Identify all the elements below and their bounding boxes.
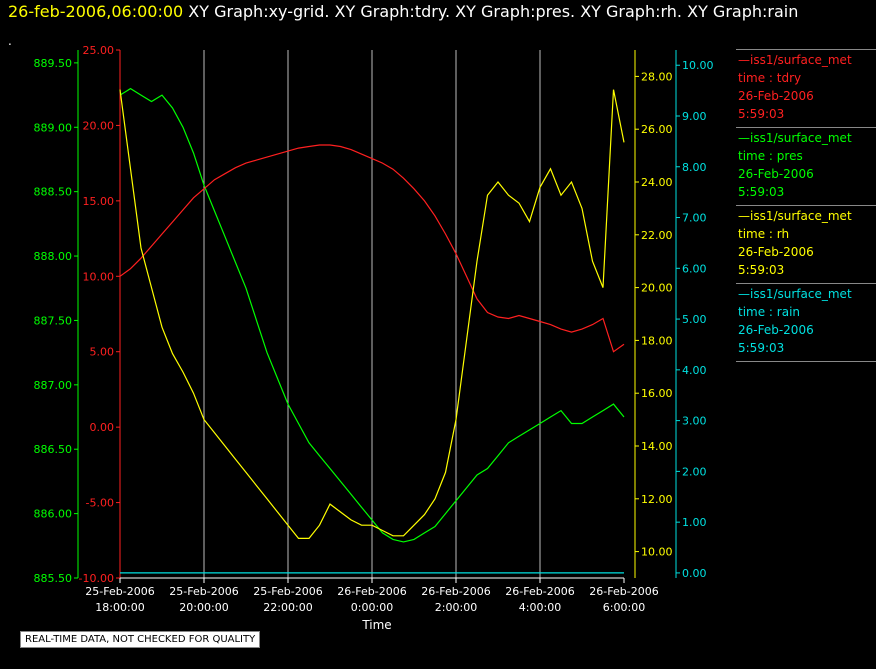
header-dot: . <box>8 34 12 48</box>
tdry-tick-label: -5.00 <box>86 497 114 510</box>
legend-time: 5:59:03 <box>738 341 785 355</box>
rain-tick-label: 0.00 <box>682 567 707 580</box>
rh-tick-label: 18.00 <box>641 334 673 347</box>
legend-var: time : rain <box>738 305 801 319</box>
rh-tick-label: 24.00 <box>641 176 673 189</box>
grid-lines <box>203 50 541 578</box>
legend-var: time : rh <box>738 227 790 241</box>
tdry-tick-label: 0.00 <box>90 421 115 434</box>
tdry-tick-label: -10.00 <box>79 572 114 585</box>
rain-tick-label: 10.00 <box>682 59 714 72</box>
header-bar: 26-feb-2006,06:00:00 XY Graph:xy-grid. X… <box>8 2 798 21</box>
legend: —iss1/surface_met time : tdry 26-Feb-2006 5… <box>736 49 876 362</box>
tdry-tick-label: 5.00 <box>90 346 115 359</box>
rh-tick-label: 12.00 <box>641 493 673 506</box>
x-axis-label: Time <box>361 618 391 632</box>
rh-tick-label: 28.00 <box>641 70 673 83</box>
tdry-tick-label: 20.00 <box>83 119 115 132</box>
series-rh <box>119 89 625 540</box>
x-tick-time: 4:00:00 <box>519 601 561 614</box>
tdry-tick-label: 10.00 <box>83 270 115 283</box>
legend-var: time : pres <box>738 149 803 163</box>
pres-tick-label: 886.50 <box>34 443 73 456</box>
x-axis-ticks: 25-Feb-2006 18:00:00 25-Feb-2006 20:00:00 25… <box>85 578 659 614</box>
x-tick-time: 0:00:00 <box>351 601 393 614</box>
rain-tick-label: 7.00 <box>682 212 707 225</box>
x-tick-time: 18:00:00 <box>95 601 144 614</box>
x-tick-date: 26-Feb-2006 <box>337 585 406 598</box>
tdry-tick-label: 15.00 <box>83 195 115 208</box>
pres-tick-label: 887.50 <box>34 314 73 327</box>
rh-tick-label: 22.00 <box>641 229 673 242</box>
x-tick-time: 2:00:00 <box>435 601 477 614</box>
pres-tick-label: 889.00 <box>34 121 73 134</box>
x-tick-time: 22:00:00 <box>263 601 312 614</box>
rh-tick-label: 20.00 <box>641 282 673 295</box>
legend-var: time : tdry <box>738 71 802 85</box>
legend-date: 26-Feb-2006 <box>738 89 814 103</box>
rain-tick-label: 6.00 <box>682 262 707 275</box>
legend-source: —iss1/surface_met <box>738 53 852 67</box>
legend-date: 26-Feb-2006 <box>738 323 814 337</box>
graph-titles: XY Graph:xy-grid. XY Graph:tdry. XY Grap… <box>188 2 799 21</box>
pres-tick-label: 886.00 <box>34 508 73 521</box>
series-pres <box>119 87 625 543</box>
axes: 885.50 886.00 886.50 887.00 887.50 888.00 888.… <box>34 44 714 585</box>
pres-tick-label: 888.00 <box>34 250 73 263</box>
x-tick-date: 26-Feb-2006 <box>589 585 658 598</box>
legend-date: 26-Feb-2006 <box>738 245 814 259</box>
x-tick-time: 6:00:00 <box>603 601 645 614</box>
series-lines <box>119 87 625 574</box>
current-timestamp: 26-feb-2006,06:00:00 <box>8 2 184 21</box>
x-tick-date: 25-Feb-2006 <box>253 585 322 598</box>
legend-source: —iss1/surface_met <box>738 287 852 301</box>
rh-tick-label: 14.00 <box>641 440 673 453</box>
pres-tick-label: 887.00 <box>34 379 73 392</box>
legend-source: —iss1/surface_met <box>738 209 852 223</box>
rain-tick-label: 8.00 <box>682 161 707 174</box>
rh-tick-label: 26.00 <box>641 123 673 136</box>
rain-tick-label: 3.00 <box>682 415 707 428</box>
pres-tick-label: 885.50 <box>34 572 73 585</box>
rh-tick-label: 10.00 <box>641 546 673 559</box>
rain-tick-label: 5.00 <box>682 313 707 326</box>
x-tick-date: 26-Feb-2006 <box>421 585 490 598</box>
x-tick-date: 26-Feb-2006 <box>505 585 574 598</box>
rain-tick-label: 2.00 <box>682 465 707 478</box>
rain-tick-label: 1.00 <box>682 516 707 529</box>
legend-time: 5:59:03 <box>738 185 785 199</box>
pres-tick-label: 889.50 <box>34 57 73 70</box>
series-tdry <box>119 144 625 353</box>
tdry-tick-label: 25.00 <box>83 44 115 57</box>
legend-source: —iss1/surface_met <box>738 131 852 145</box>
pres-tick-label: 888.50 <box>34 186 73 199</box>
legend-time: 5:59:03 <box>738 107 785 121</box>
legend-time: 5:59:03 <box>738 263 785 277</box>
x-tick-date: 25-Feb-2006 <box>85 585 154 598</box>
rh-tick-label: 16.00 <box>641 387 673 400</box>
x-tick-date: 25-Feb-2006 <box>169 585 238 598</box>
legend-date: 26-Feb-2006 <box>738 167 814 181</box>
rain-tick-label: 9.00 <box>682 110 707 123</box>
x-tick-time: 20:00:00 <box>179 601 228 614</box>
rain-tick-label: 4.00 <box>682 364 707 377</box>
quality-disclaimer: REAL-TIME DATA, NOT CHECKED FOR QUALITY <box>20 631 261 648</box>
